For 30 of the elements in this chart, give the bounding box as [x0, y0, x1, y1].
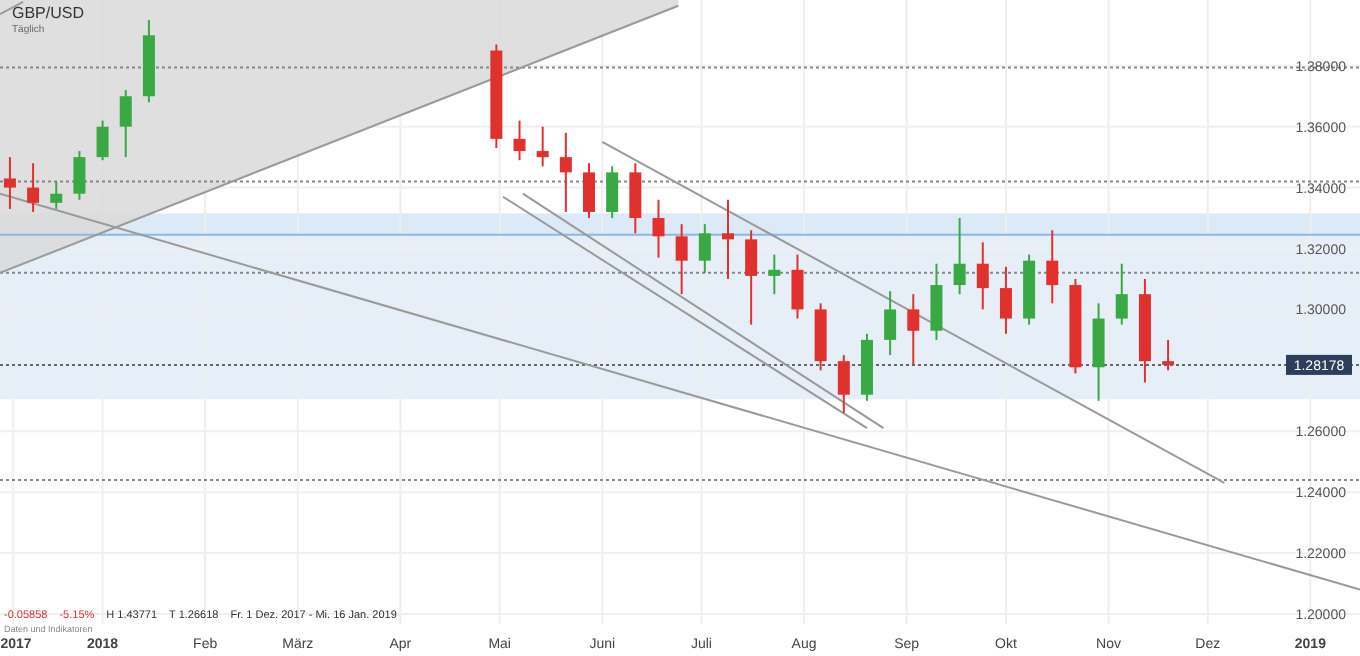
- candlestick: [953, 217, 966, 296]
- candlestick: [652, 198, 665, 259]
- candlestick: [73, 150, 86, 201]
- candlestick: [698, 223, 711, 274]
- candlestick: [999, 265, 1012, 335]
- candlestick: [559, 131, 572, 213]
- candlestick: [745, 229, 758, 326]
- candlestick: [930, 262, 943, 341]
- candlestick: [629, 162, 642, 235]
- candlestick: [1115, 262, 1128, 326]
- candlestick: [583, 162, 595, 220]
- candlestick: [791, 253, 804, 320]
- candlestick: [119, 89, 132, 159]
- candlestick: [1046, 229, 1059, 305]
- candlestick: [536, 125, 549, 168]
- candlestick: [3, 156, 16, 210]
- candlestick: [837, 354, 850, 414]
- candlestick: [907, 293, 920, 366]
- candlestick: [27, 162, 40, 213]
- candlestick: [884, 290, 897, 357]
- candlestick: [721, 198, 734, 280]
- candlestick: [675, 223, 688, 296]
- candlestick: [50, 180, 63, 210]
- candlestick: [606, 165, 619, 220]
- candlestick: [1162, 338, 1175, 372]
- candlestick: [768, 253, 781, 296]
- chart-title: GBP/USD: [12, 4, 85, 22]
- candlestick: [513, 119, 526, 162]
- candlestick: [976, 241, 989, 311]
- candlestick: [96, 119, 109, 162]
